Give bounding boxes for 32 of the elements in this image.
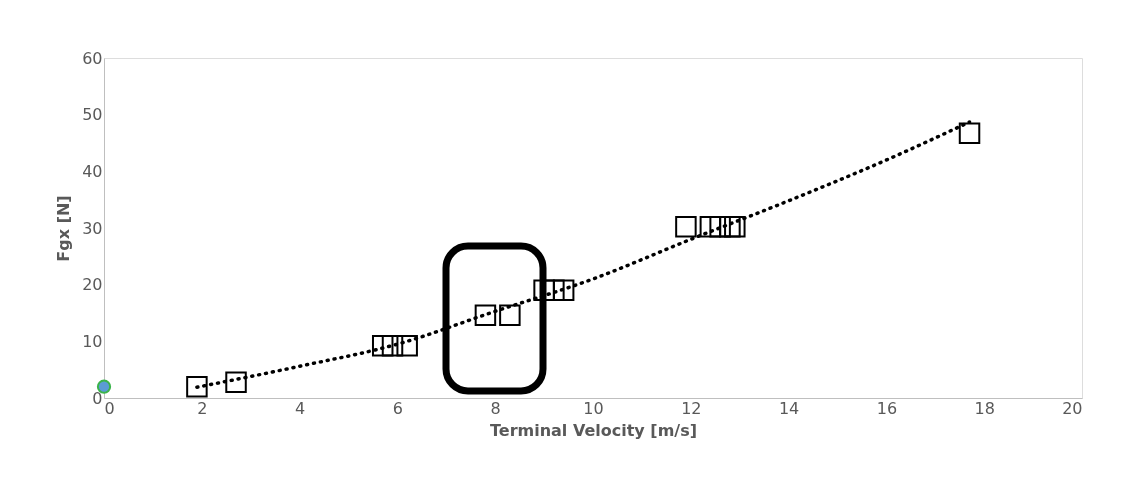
- x-tick-label: 6: [392, 398, 403, 418]
- point: [709, 216, 731, 238]
- point: [474, 304, 497, 327]
- x-tick-label: 18: [974, 398, 995, 418]
- y-tick-label: 60: [82, 48, 103, 68]
- point: [396, 335, 418, 357]
- y-tick-label: 20: [82, 275, 103, 295]
- point: [225, 371, 247, 393]
- x-tick-label: 20: [1062, 398, 1083, 418]
- y-tick-label: 10: [82, 331, 103, 351]
- point: [958, 122, 981, 145]
- y-tick-label: 50: [82, 105, 103, 125]
- point: [552, 279, 575, 302]
- y-axis-title: Fgx [N]: [54, 195, 74, 262]
- x-tick-label: 4: [295, 398, 306, 418]
- point: [724, 216, 746, 238]
- point: [719, 216, 741, 238]
- x-tick-label: 8: [490, 398, 501, 418]
- point: [675, 216, 697, 238]
- x-tick-label: 16: [876, 398, 898, 418]
- point: [499, 304, 521, 327]
- x-axis-title: Terminal Velocity [m/s]: [489, 420, 698, 440]
- point: [96, 379, 112, 394]
- x-tick-label: 2: [197, 398, 208, 418]
- y-tick-label: 40: [82, 161, 103, 181]
- x-tick-label: 12: [681, 398, 702, 418]
- point: [371, 335, 394, 357]
- x-tick-label: 10: [583, 398, 604, 418]
- point: [381, 335, 404, 357]
- point: [186, 375, 208, 398]
- x-tick-label: 14: [778, 398, 800, 418]
- y-tick-label: 30: [82, 218, 103, 238]
